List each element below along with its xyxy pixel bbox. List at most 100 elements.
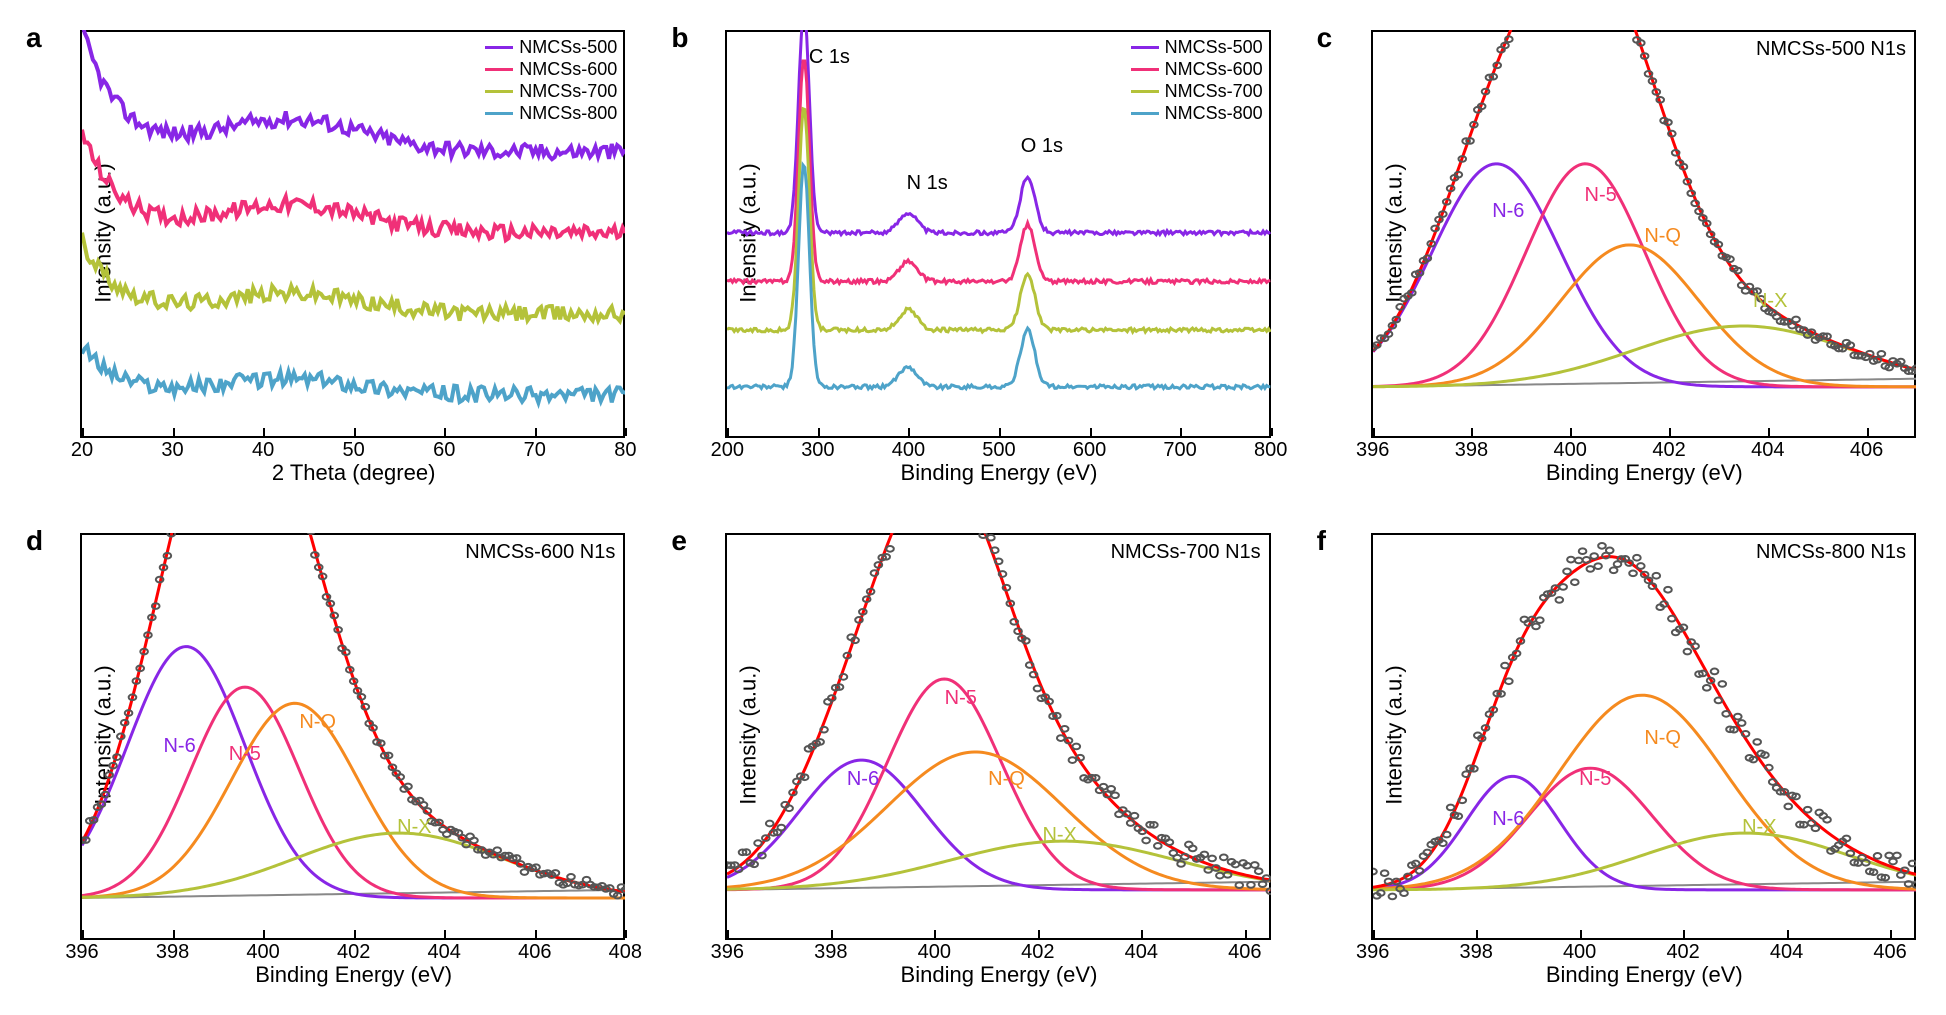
panel-c: cIntensity (a.u.)Binding Energy (eV)3963… xyxy=(1311,20,1926,493)
legend-item: NMCSs-800 xyxy=(485,102,617,124)
panel-label: b xyxy=(671,22,688,54)
legend-item: NMCSs-500 xyxy=(485,36,617,58)
legend-label: NMCSs-600 xyxy=(1165,59,1263,80)
plot-area: Intensity (a.u.)Binding Energy (eV)20030… xyxy=(725,30,1270,438)
data-point xyxy=(470,837,478,843)
panel-a: aIntensity (a.u.)2 Theta (degree)2030405… xyxy=(20,20,635,493)
x-axis-label: Binding Energy (eV) xyxy=(255,962,452,988)
data-point xyxy=(766,820,774,826)
x-tick-label: 400 xyxy=(918,941,951,964)
panel-b: b Intensity (a.u.)Binding Energy (eV)2003… xyxy=(665,20,1280,493)
x-tick-mark xyxy=(625,428,627,436)
data-point xyxy=(1873,853,1881,859)
panel-label: d xyxy=(26,525,43,557)
panel-title: NMCSs-500 N1s xyxy=(1756,38,1906,61)
data-point xyxy=(1788,323,1796,329)
legend-swatch xyxy=(1131,68,1159,71)
x-tick-label: 398 xyxy=(156,941,189,964)
legend-swatch xyxy=(485,46,513,49)
legend-item: NMCSs-500 xyxy=(1131,36,1263,58)
data-point xyxy=(1034,685,1042,691)
data-point xyxy=(1446,804,1454,810)
data-point xyxy=(1885,852,1893,858)
x-tick-label: 402 xyxy=(1021,941,1054,964)
data-point xyxy=(1609,567,1617,573)
data-point xyxy=(1505,678,1513,684)
legend-item: NMCSs-600 xyxy=(1131,58,1263,80)
data-point xyxy=(1373,868,1377,874)
data-point xyxy=(1586,566,1594,572)
x-tick-label: 30 xyxy=(161,439,183,462)
data-point xyxy=(1555,597,1563,603)
data-point xyxy=(1400,890,1408,896)
data-point xyxy=(1166,839,1174,845)
data-point xyxy=(1108,785,1116,791)
legend-item: NMCSs-700 xyxy=(1131,80,1263,102)
data-point xyxy=(1255,868,1263,874)
data-point xyxy=(1734,713,1742,719)
data-point xyxy=(1804,806,1812,812)
legend-label: NMCSs-800 xyxy=(519,103,617,124)
x-tick-label: 800 xyxy=(1254,439,1287,462)
plot-area: Intensity (a.u.)Binding Energy (eV)39639… xyxy=(1371,533,1916,941)
series-line xyxy=(82,130,625,241)
panel-f: f Intensity (a.u.)Binding Energy (eV)3963… xyxy=(1311,523,1926,996)
data-point xyxy=(1563,568,1571,574)
legend-swatch xyxy=(485,112,513,115)
x-tick-label: 70 xyxy=(524,439,546,462)
data-point xyxy=(1823,816,1831,822)
data-point xyxy=(1629,570,1637,576)
x-tick-label: 200 xyxy=(711,439,744,462)
x-axis-label: 2 Theta (degree) xyxy=(272,460,435,486)
x-axis-label: Binding Energy (eV) xyxy=(901,962,1098,988)
data-point xyxy=(778,824,786,830)
data-point xyxy=(1753,739,1761,745)
legend-label: NMCSs-600 xyxy=(519,59,617,80)
data-point xyxy=(1792,317,1800,323)
panel-label: c xyxy=(1317,22,1333,54)
x-tick-label: 396 xyxy=(1356,941,1389,964)
data-point xyxy=(1846,850,1854,856)
data-point xyxy=(1664,586,1672,592)
x-tick-label: 402 xyxy=(1666,941,1699,964)
data-point xyxy=(1224,871,1232,877)
legend-item: NMCSs-800 xyxy=(1131,102,1263,124)
legend-swatch xyxy=(1131,90,1159,93)
curves-svg xyxy=(1373,30,1916,436)
plot-area: Intensity (a.u.)Binding Energy (eV)39639… xyxy=(725,533,1270,941)
x-tick-label: 398 xyxy=(1455,439,1488,462)
legend-swatch xyxy=(1131,112,1159,115)
data-point xyxy=(1904,881,1912,887)
component-curve xyxy=(1373,164,1916,387)
panel-title: NMCSs-700 N1s xyxy=(1111,541,1261,564)
data-point xyxy=(1811,825,1819,831)
data-point xyxy=(1567,556,1575,562)
x-tick-label: 400 xyxy=(892,439,925,462)
series-line xyxy=(82,346,625,403)
x-tick-label: 300 xyxy=(801,439,834,462)
panel-title: NMCSs-800 N1s xyxy=(1756,541,1906,564)
legend: NMCSs-500NMCSs-600NMCSs-700NMCSs-800 xyxy=(485,36,617,124)
data-point xyxy=(1073,743,1081,749)
data-point xyxy=(1582,557,1590,563)
curves-svg xyxy=(82,533,625,939)
legend: NMCSs-500NMCSs-600NMCSs-700NMCSs-800 xyxy=(1131,36,1263,124)
x-tick-label: 404 xyxy=(1751,439,1784,462)
x-tick-label: 400 xyxy=(1563,941,1596,964)
curves-svg xyxy=(1373,533,1916,939)
data-point xyxy=(1908,860,1916,866)
data-point xyxy=(1710,668,1718,674)
plot-area: Intensity (a.u.)Binding Energy (eV)39639… xyxy=(80,533,625,941)
x-tick-label: 396 xyxy=(711,941,744,964)
data-point xyxy=(493,847,501,853)
panel-label: f xyxy=(1317,525,1326,557)
data-point xyxy=(1112,792,1120,798)
legend-swatch xyxy=(485,90,513,93)
x-tick-label: 396 xyxy=(65,941,98,964)
data-point xyxy=(1236,882,1244,888)
component-curve xyxy=(1373,695,1916,889)
panel-e: eIntensity (a.u.)Binding Energy (eV)3963… xyxy=(665,523,1280,996)
x-tick-label: 40 xyxy=(252,439,274,462)
x-tick-label: 400 xyxy=(1554,439,1587,462)
data-point xyxy=(1893,852,1901,858)
